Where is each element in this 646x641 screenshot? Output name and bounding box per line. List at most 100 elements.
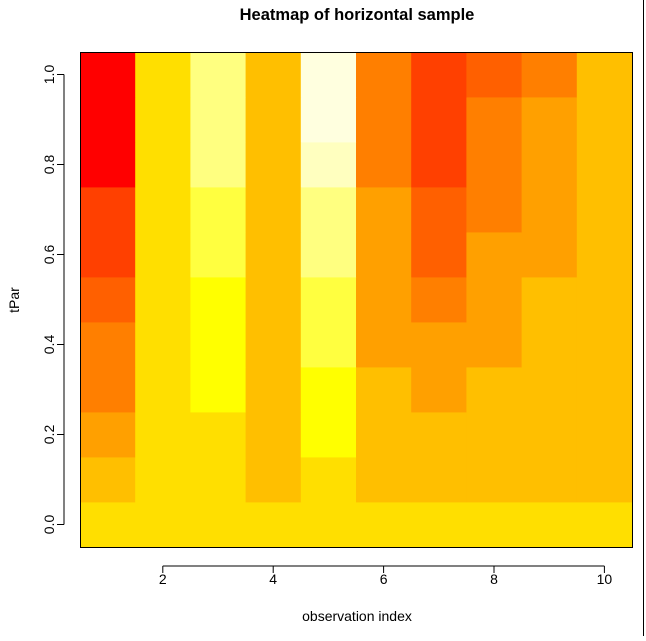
heatmap-cell	[521, 367, 578, 413]
heatmap-cell	[135, 457, 191, 503]
heatmap-cell	[576, 322, 633, 368]
heatmap-cell	[245, 187, 302, 233]
heatmap-cell	[135, 97, 191, 143]
heatmap-cell	[521, 412, 578, 458]
heatmap-cell	[356, 187, 412, 233]
heatmap-cell	[135, 52, 191, 98]
heatmap-cell	[80, 322, 136, 368]
x-axis: 2 4 6 8 10	[159, 565, 612, 587]
heatmap-cell	[521, 142, 578, 188]
heatmap-cell	[356, 322, 412, 368]
y-tick-label: 1.0	[41, 65, 57, 85]
heatmap-cell	[576, 367, 633, 413]
heatmap-cell	[411, 367, 467, 413]
plot-frame	[80, 52, 633, 548]
heatmap-cell	[80, 457, 136, 503]
heatmap-cell	[190, 97, 246, 143]
y-tick-label: 0.4	[41, 335, 57, 355]
heatmap-cell	[300, 97, 357, 143]
heatmap-cell	[466, 457, 522, 503]
heatmap-cell	[190, 187, 246, 233]
heatmap-cell	[576, 232, 633, 278]
chart-title: Heatmap of horizontal sample	[240, 6, 475, 24]
heatmap-cell	[80, 52, 136, 98]
y-tick-label: 0.6	[41, 245, 57, 265]
y-axis: 0.0 0.2 0.4 0.6 0.8 1.0	[41, 65, 65, 535]
heatmap-cell	[300, 52, 357, 98]
heatmap-cell	[356, 367, 412, 413]
heatmap-cell	[245, 97, 302, 143]
heatmap-cell	[411, 412, 467, 458]
heatmap-cell	[466, 232, 522, 278]
heatmap-cell	[576, 97, 633, 143]
heatmap-cell	[356, 142, 412, 188]
heatmap-cell	[411, 52, 467, 98]
y-tick-label: 0.0	[41, 515, 57, 535]
heatmap-cell	[466, 322, 522, 368]
heatmap-cell	[245, 412, 302, 458]
heatmap-cell	[135, 322, 191, 368]
heatmap-cell	[300, 367, 357, 413]
heatmap-cell	[300, 277, 357, 323]
heatmap-cell	[80, 277, 136, 323]
heatmap-cell	[300, 502, 357, 548]
heatmap-cell	[576, 187, 633, 233]
heatmap-cell	[356, 412, 412, 458]
heatmap-cell	[466, 142, 522, 188]
heatmap-cell	[80, 142, 136, 188]
heatmap-cell	[245, 367, 302, 413]
heatmap-cell	[245, 232, 302, 278]
heatmap-cell	[80, 502, 136, 548]
heatmap-cell	[356, 52, 412, 98]
heatmap-cell	[190, 277, 246, 323]
heatmap-cell	[135, 187, 191, 233]
heatmap-cell	[190, 412, 246, 458]
heatmap-cell	[466, 502, 522, 548]
heatmap-cell	[521, 502, 578, 548]
heatmap-cell	[356, 97, 412, 143]
heatmap-cell	[245, 322, 302, 368]
heatmap-cell	[411, 502, 467, 548]
heatmap-cell	[300, 412, 357, 458]
heatmap-cell	[356, 277, 412, 323]
heatmap-cell	[411, 97, 467, 143]
heatmap-cell	[80, 187, 136, 233]
heatmap-cell	[245, 277, 302, 323]
heatmap-cell	[135, 367, 191, 413]
heatmap-cell	[190, 457, 246, 503]
heatmap-cell	[300, 457, 357, 503]
y-tick-label: 0.8	[41, 155, 57, 175]
x-axis-label: observation index	[302, 608, 412, 624]
heatmap-cell	[466, 187, 522, 233]
heatmap-cell	[135, 277, 191, 323]
heatmap-cell	[466, 52, 522, 98]
heatmap-cell	[300, 322, 357, 368]
heatmap-cell	[245, 52, 302, 98]
heatmap-cell	[300, 187, 357, 233]
heatmap-cell	[411, 322, 467, 368]
heatmap-cell	[80, 232, 136, 278]
heatmap-cell	[411, 232, 467, 278]
heatmap-cell	[411, 142, 467, 188]
heatmap-cell	[576, 277, 633, 323]
heatmap-cell	[466, 277, 522, 323]
heatmap-cell	[80, 97, 136, 143]
heatmap-cell	[576, 142, 633, 188]
x-tick-label: 8	[490, 571, 498, 587]
heatmap-cell	[521, 322, 578, 368]
heatmap-cell	[576, 412, 633, 458]
heatmap-cell	[411, 457, 467, 503]
heatmap-cell	[521, 97, 578, 143]
x-tick-label: 2	[159, 571, 167, 587]
heatmap-cell	[135, 142, 191, 188]
heatmap-cell	[521, 277, 578, 323]
heatmap-cell	[190, 502, 246, 548]
heatmap-cell	[521, 232, 578, 278]
heatmap-cell	[135, 502, 191, 548]
heatmap-cell	[356, 232, 412, 278]
heatmap-cell	[521, 457, 578, 503]
heatmap-cells	[80, 52, 633, 548]
heatmap-cell	[300, 232, 357, 278]
heatmap-cell	[300, 142, 357, 188]
